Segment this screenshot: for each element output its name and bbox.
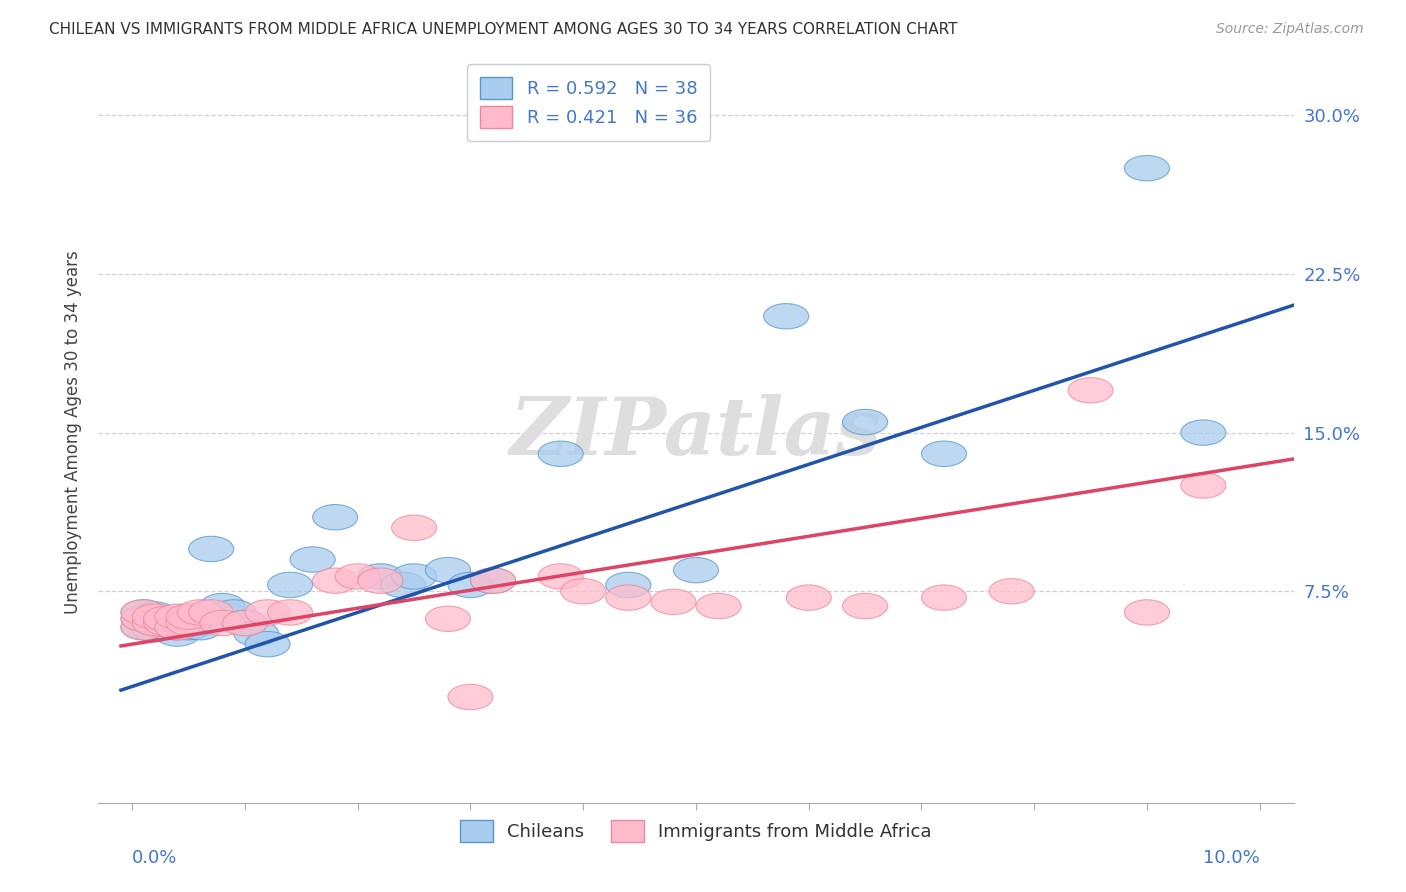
Ellipse shape [471,568,516,593]
Ellipse shape [538,564,583,589]
Ellipse shape [188,599,233,625]
Ellipse shape [121,606,166,632]
Ellipse shape [188,536,233,562]
Ellipse shape [155,615,200,640]
Ellipse shape [166,615,211,640]
Ellipse shape [245,599,290,625]
Ellipse shape [1069,377,1114,403]
Ellipse shape [1125,599,1170,625]
Ellipse shape [1181,473,1226,499]
Ellipse shape [155,621,200,647]
Ellipse shape [143,606,188,632]
Ellipse shape [391,515,437,541]
Ellipse shape [222,610,267,636]
Ellipse shape [988,579,1035,604]
Ellipse shape [696,593,741,619]
Ellipse shape [391,564,437,589]
Ellipse shape [177,610,222,636]
Ellipse shape [155,615,200,640]
Ellipse shape [357,568,404,593]
Ellipse shape [1125,155,1170,181]
Ellipse shape [651,589,696,615]
Ellipse shape [606,573,651,598]
Text: ZIPatlas: ZIPatlas [510,394,882,471]
Ellipse shape [561,579,606,604]
Ellipse shape [673,558,718,582]
Ellipse shape [200,593,245,619]
Ellipse shape [267,599,312,625]
Ellipse shape [335,564,380,589]
Ellipse shape [166,610,211,636]
Ellipse shape [166,604,211,630]
Ellipse shape [222,610,267,636]
Ellipse shape [132,610,177,636]
Text: 10.0%: 10.0% [1204,849,1260,867]
Ellipse shape [380,573,426,598]
Ellipse shape [786,585,831,610]
Ellipse shape [449,573,494,598]
Ellipse shape [132,616,177,642]
Ellipse shape [143,610,188,636]
Ellipse shape [211,599,256,625]
Text: Source: ZipAtlas.com: Source: ZipAtlas.com [1216,22,1364,37]
Ellipse shape [763,303,808,329]
Ellipse shape [842,409,887,434]
Ellipse shape [471,568,516,593]
Ellipse shape [267,573,312,598]
Ellipse shape [312,568,357,593]
Ellipse shape [357,564,404,589]
Ellipse shape [1181,420,1226,445]
Ellipse shape [921,585,966,610]
Text: CHILEAN VS IMMIGRANTS FROM MIDDLE AFRICA UNEMPLOYMENT AMONG AGES 30 TO 34 YEARS : CHILEAN VS IMMIGRANTS FROM MIDDLE AFRICA… [49,22,957,37]
Text: 0.0%: 0.0% [132,849,177,867]
Ellipse shape [155,604,200,630]
Ellipse shape [143,606,188,632]
Ellipse shape [143,615,188,640]
Ellipse shape [449,684,494,710]
Ellipse shape [121,606,166,632]
Ellipse shape [842,593,887,619]
Ellipse shape [166,604,211,630]
Ellipse shape [921,441,966,467]
Ellipse shape [121,599,166,625]
Y-axis label: Unemployment Among Ages 30 to 34 years: Unemployment Among Ages 30 to 34 years [63,251,82,615]
Ellipse shape [121,599,166,625]
Ellipse shape [132,610,177,636]
Ellipse shape [121,615,166,640]
Ellipse shape [132,602,177,627]
Ellipse shape [121,615,166,640]
Ellipse shape [245,632,290,657]
Ellipse shape [177,599,222,625]
Ellipse shape [233,621,278,647]
Ellipse shape [606,585,651,610]
Ellipse shape [143,610,188,636]
Ellipse shape [200,610,245,636]
Ellipse shape [426,558,471,582]
Ellipse shape [177,615,222,640]
Ellipse shape [426,606,471,632]
Ellipse shape [312,505,357,530]
Legend: Chileans, Immigrants from Middle Africa: Chileans, Immigrants from Middle Africa [453,813,939,849]
Ellipse shape [132,604,177,630]
Ellipse shape [290,547,335,573]
Ellipse shape [538,441,583,467]
